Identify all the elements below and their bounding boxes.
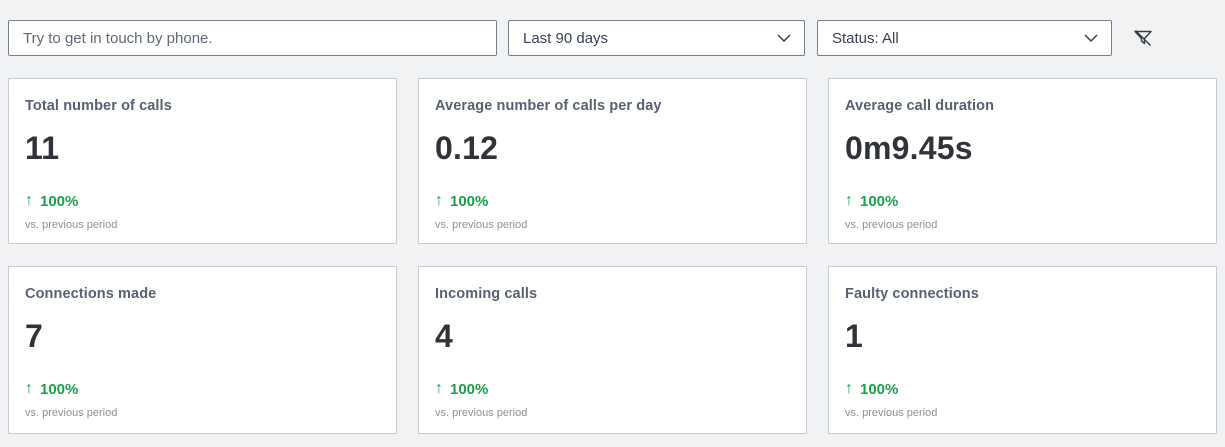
card-change-percent: 100% — [860, 192, 899, 210]
status-value: Status: All — [832, 29, 899, 47]
card-value: 0.12 — [435, 130, 499, 166]
card-comparison-label: vs. previous period — [845, 219, 938, 231]
chevron-down-icon — [1084, 34, 1098, 42]
stat-card-connections-made: Connections made 7 ↑ 100% vs. previous p… — [8, 266, 397, 434]
up-arrow-icon: ↑ — [845, 192, 853, 209]
date-range-dropdown[interactable]: Last 90 days — [508, 20, 805, 56]
card-change-percent: 100% — [860, 380, 899, 398]
filter-off-icon — [1134, 29, 1152, 47]
card-title: Total number of calls — [25, 98, 172, 114]
clear-filters-button[interactable] — [1128, 23, 1158, 53]
up-arrow-icon: ↑ — [845, 380, 853, 397]
stat-card-avg-call-duration: Average call duration 0m9.45s ↑ 100% vs.… — [828, 78, 1217, 244]
stat-card-faulty-connections: Faulty connections 1 ↑ 100% vs. previous… — [828, 266, 1217, 434]
status-dropdown[interactable]: Status: All — [817, 20, 1112, 56]
card-change-percent: 100% — [450, 380, 489, 398]
card-change-percent: 100% — [450, 192, 489, 210]
card-title: Average number of calls per day — [435, 98, 662, 114]
card-change: ↑ 100% — [435, 380, 790, 398]
stat-card-avg-calls-per-day: Average number of calls per day 0.12 ↑ 1… — [418, 78, 807, 244]
date-range-value: Last 90 days — [523, 29, 609, 47]
card-value: 7 — [25, 318, 43, 354]
card-change: ↑ 100% — [25, 192, 380, 210]
card-change-percent: 100% — [40, 192, 79, 210]
card-title: Incoming calls — [435, 286, 538, 302]
stat-card-total-calls: Total number of calls 11 ↑ 100% vs. prev… — [8, 78, 397, 244]
card-title: Connections made — [25, 286, 157, 302]
card-comparison-label: vs. previous period — [435, 219, 528, 231]
card-change-percent: 100% — [40, 380, 79, 398]
card-comparison-label: vs. previous period — [25, 407, 118, 419]
search-input[interactable] — [8, 20, 497, 56]
card-value: 4 — [435, 318, 453, 354]
card-comparison-label: vs. previous period — [435, 407, 528, 419]
dashboard-page: Last 90 days Status: All Total number of… — [8, 20, 1217, 434]
card-comparison-label: vs. previous period — [25, 219, 118, 231]
card-value: 0m9.45s — [845, 130, 973, 166]
up-arrow-icon: ↑ — [25, 380, 33, 397]
card-comparison-label: vs. previous period — [845, 407, 938, 419]
card-change: ↑ 100% — [845, 380, 1200, 398]
stat-cards-grid: Total number of calls 11 ↑ 100% vs. prev… — [8, 78, 1217, 434]
card-title: Faulty connections — [845, 286, 979, 302]
up-arrow-icon: ↑ — [435, 192, 443, 209]
card-change: ↑ 100% — [25, 380, 380, 398]
card-change: ↑ 100% — [845, 192, 1200, 210]
stat-card-incoming-calls: Incoming calls 4 ↑ 100% vs. previous per… — [418, 266, 807, 434]
filter-toolbar: Last 90 days Status: All — [8, 20, 1217, 56]
card-change: ↑ 100% — [435, 192, 790, 210]
up-arrow-icon: ↑ — [25, 192, 33, 209]
card-title: Average call duration — [845, 98, 995, 114]
up-arrow-icon: ↑ — [435, 380, 443, 397]
card-value: 11 — [25, 130, 60, 166]
card-value: 1 — [845, 318, 863, 354]
chevron-down-icon — [777, 34, 791, 42]
